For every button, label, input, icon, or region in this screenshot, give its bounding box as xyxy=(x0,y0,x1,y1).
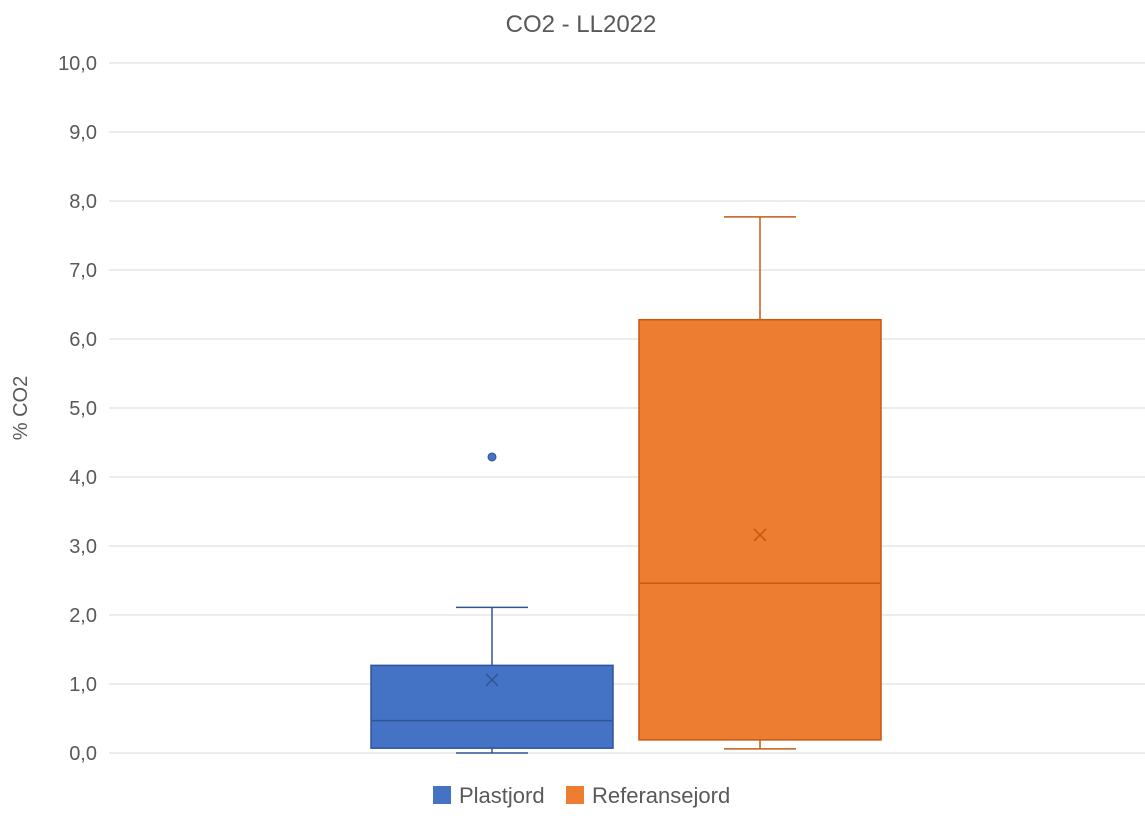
y-tick-label: 4,0 xyxy=(69,467,97,489)
y-tick-label: 9,0 xyxy=(69,122,97,144)
y-axis-ticks: 0,0 1,0 2,0 3,0 4,0 5,0 6,0 7,0 8,0 9,0 10,0 xyxy=(58,53,97,765)
y-tick-label: 5,0 xyxy=(69,398,97,420)
box-plastjord xyxy=(370,452,614,754)
legend-label: Referansejord xyxy=(592,783,730,808)
legend-item-referansejord: Referansejord xyxy=(566,783,730,808)
y-tick-label: 3,0 xyxy=(69,536,97,558)
box-referansejord xyxy=(638,216,882,750)
legend-swatch xyxy=(566,786,584,804)
y-axis-label: % CO2 xyxy=(10,376,32,440)
legend-label: Plastjord xyxy=(459,783,545,808)
outlier-point xyxy=(487,452,497,462)
y-tick-label: 0,0 xyxy=(69,743,97,765)
y-tick-label: 2,0 xyxy=(69,605,97,627)
mean-marker xyxy=(753,528,767,542)
box-iqr xyxy=(370,664,614,749)
legend-swatch xyxy=(433,786,451,804)
y-tick-label: 7,0 xyxy=(69,260,97,282)
box-iqr xyxy=(638,318,882,741)
y-tick-label: 8,0 xyxy=(69,191,97,213)
y-tick-label: 6,0 xyxy=(69,329,97,351)
chart-title: CO2 - LL2022 xyxy=(506,11,657,38)
legend: Plastjord Referansejord xyxy=(433,783,730,808)
legend-item-plastjord: Plastjord xyxy=(433,783,545,808)
y-tick-label: 10,0 xyxy=(58,53,97,75)
y-tick-label: 1,0 xyxy=(69,674,97,696)
box-series xyxy=(370,216,882,754)
mean-marker xyxy=(485,673,499,687)
gridlines xyxy=(109,62,1145,754)
